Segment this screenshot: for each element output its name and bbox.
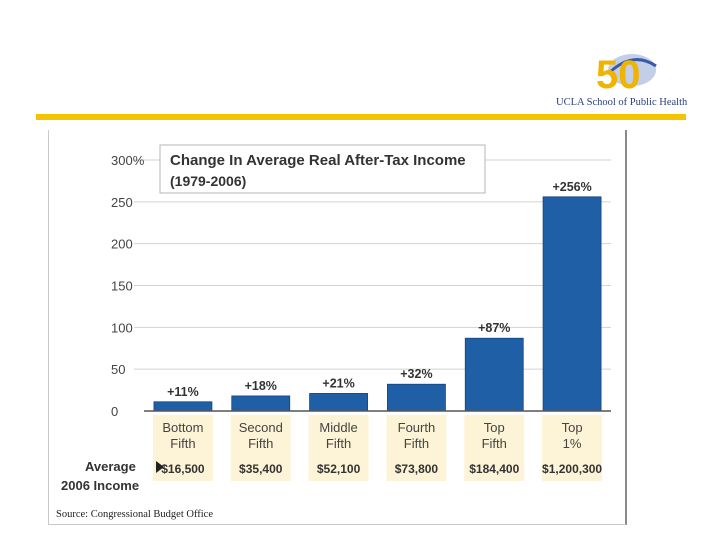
income-value: $35,400 [239, 462, 283, 476]
x-tick-label: Fifth [326, 436, 351, 451]
category-label-bg [230, 415, 291, 481]
income-value: $184,400 [469, 462, 519, 476]
data-label: +21% [322, 376, 354, 390]
y-tick-label: 0 [111, 404, 118, 419]
y-tick-label: 200 [111, 237, 133, 252]
x-tick-label: Middle [319, 420, 357, 435]
x-tick-label: Fifth [404, 436, 429, 451]
income-value: $73,800 [395, 462, 439, 476]
y-tick-label: 50 [111, 362, 125, 377]
x-tick-label: Fifth [170, 436, 195, 451]
category-label-bg [386, 415, 447, 481]
gold-divider [36, 114, 686, 120]
globe-arc-icon [606, 58, 657, 76]
x-tick-label: Bottom [162, 420, 203, 435]
y-tick-label: 300% [111, 153, 145, 168]
logo-badge-text: 50 [596, 53, 641, 97]
data-label: +32% [400, 367, 432, 381]
income-bar-chart: 050100150200250300%+11%BottomFifth$16,50… [61, 144, 611, 493]
category-label-bg [308, 415, 369, 481]
x-tick-label: Top [484, 420, 505, 435]
y-tick-label: 100 [111, 320, 133, 335]
category-label-bg [152, 415, 213, 481]
income-value: $52,100 [317, 462, 361, 476]
chart-frame: 0 50 100 150 200 250 300% +11% Bottom Fifth $16,50… [48, 130, 627, 525]
logo-caption: UCLA School of Public Health [556, 97, 688, 108]
ucla-50th-logo: 50 [596, 53, 657, 97]
bar [153, 401, 213, 412]
x-tick-label: Fourth [398, 420, 436, 435]
category-label-bg [464, 415, 525, 481]
chart-source: Source: Congressional Budget Office [56, 509, 213, 520]
chart-title-box: Change In Average Real After-Tax Income … [159, 144, 486, 194]
arrow-right-icon [156, 461, 164, 473]
bar [464, 337, 524, 412]
chart-subtitle: (1979-2006) [170, 173, 246, 189]
data-label: +87% [478, 321, 510, 335]
income-row-label: 2006 Income [61, 478, 139, 493]
bar [309, 393, 368, 412]
bar [231, 395, 291, 412]
x-tick-label: Second [239, 420, 283, 435]
income-value: $1,200,300 [542, 462, 602, 476]
data-label: +11% [167, 385, 199, 399]
y-tick-label: 150 [111, 279, 133, 294]
x-tick-label: Top [562, 420, 583, 435]
x-tick-label: Fifth [482, 436, 507, 451]
income-value: $16,500 [161, 462, 205, 476]
bar [387, 383, 446, 412]
data-label: +256% [552, 180, 591, 194]
chart-title: Change In Average Real After-Tax Income [170, 152, 466, 169]
x-tick-label: Fifth [248, 436, 273, 451]
x-tick-label: 1% [563, 436, 582, 451]
y-tick-label: 250 [111, 195, 133, 210]
bar [542, 196, 602, 412]
category-label-bg [542, 415, 603, 481]
data-label: +18% [245, 379, 277, 393]
income-row-label: Average [85, 459, 136, 474]
